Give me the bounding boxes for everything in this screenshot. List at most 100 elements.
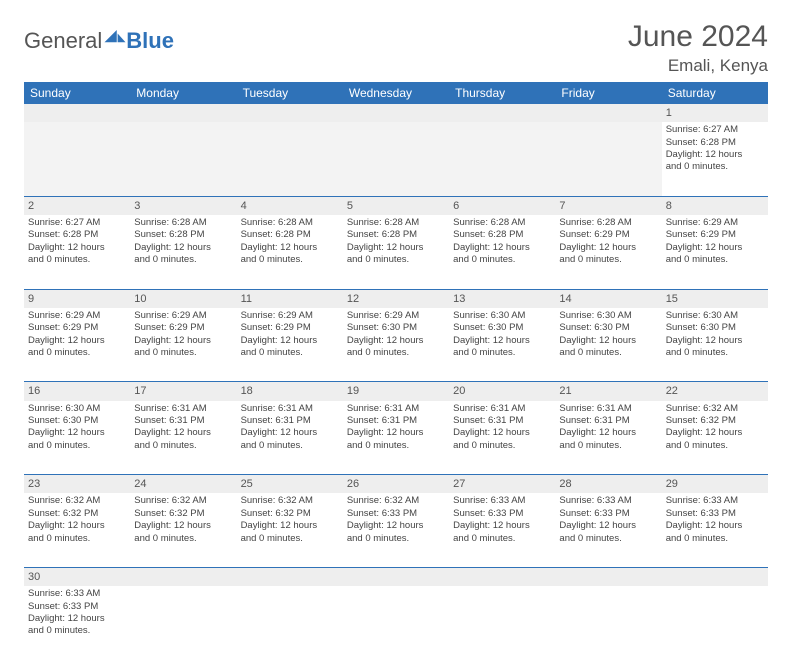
daylight-text: Daylight: 12 hours: [559, 427, 657, 439]
sunset-text: Sunset: 6:33 PM: [666, 508, 764, 520]
weekday-header: Monday: [130, 82, 236, 104]
daylight-text: Daylight: 12 hours: [559, 335, 657, 347]
day-number: [237, 567, 343, 586]
day-number: 17: [130, 382, 236, 401]
day-cell: [237, 122, 343, 196]
daylight-text2: and 0 minutes.: [241, 347, 339, 359]
day-number: 4: [237, 196, 343, 215]
daylight-text2: and 0 minutes.: [666, 347, 764, 359]
sunset-text: Sunset: 6:31 PM: [241, 415, 339, 427]
day-number: [555, 104, 661, 122]
sunset-text: Sunset: 6:31 PM: [453, 415, 551, 427]
brand-part1: General: [24, 28, 102, 54]
day-number: 28: [555, 475, 661, 494]
daylight-text: Daylight: 12 hours: [134, 242, 232, 254]
daylight-text: Daylight: 12 hours: [453, 427, 551, 439]
sunset-text: Sunset: 6:30 PM: [453, 322, 551, 334]
daylight-text: Daylight: 12 hours: [559, 242, 657, 254]
day-number: 11: [237, 289, 343, 308]
day-cell: Sunrise: 6:31 AMSunset: 6:31 PMDaylight:…: [237, 401, 343, 475]
day-cell: [662, 586, 768, 660]
week-row: Sunrise: 6:32 AMSunset: 6:32 PMDaylight:…: [24, 493, 768, 567]
daylight-text: Daylight: 12 hours: [28, 427, 126, 439]
day-cell: Sunrise: 6:31 AMSunset: 6:31 PMDaylight:…: [343, 401, 449, 475]
sunrise-text: Sunrise: 6:30 AM: [559, 310, 657, 322]
sunrise-text: Sunrise: 6:29 AM: [28, 310, 126, 322]
day-number: 5: [343, 196, 449, 215]
sunrise-text: Sunrise: 6:28 AM: [347, 217, 445, 229]
day-cell: [130, 122, 236, 196]
day-number: [343, 567, 449, 586]
week-row: Sunrise: 6:27 AMSunset: 6:28 PMDaylight:…: [24, 215, 768, 289]
sunrise-text: Sunrise: 6:31 AM: [241, 403, 339, 415]
daylight-text2: and 0 minutes.: [28, 347, 126, 359]
day-cell: Sunrise: 6:29 AMSunset: 6:30 PMDaylight:…: [343, 308, 449, 382]
sunrise-text: Sunrise: 6:32 AM: [241, 495, 339, 507]
daynum-row: 23242526272829: [24, 475, 768, 494]
day-cell: Sunrise: 6:32 AMSunset: 6:32 PMDaylight:…: [130, 493, 236, 567]
sunset-text: Sunset: 6:29 PM: [666, 229, 764, 241]
weekday-header: Tuesday: [237, 82, 343, 104]
daylight-text2: and 0 minutes.: [347, 440, 445, 452]
daylight-text: Daylight: 12 hours: [241, 427, 339, 439]
daylight-text2: and 0 minutes.: [241, 254, 339, 266]
day-number: [343, 104, 449, 122]
day-number: [555, 567, 661, 586]
day-cell: Sunrise: 6:31 AMSunset: 6:31 PMDaylight:…: [130, 401, 236, 475]
day-number: [130, 104, 236, 122]
day-cell: Sunrise: 6:33 AMSunset: 6:33 PMDaylight:…: [24, 586, 130, 660]
daylight-text: Daylight: 12 hours: [241, 335, 339, 347]
sunset-text: Sunset: 6:31 PM: [347, 415, 445, 427]
day-number: 8: [662, 196, 768, 215]
day-cell: Sunrise: 6:33 AMSunset: 6:33 PMDaylight:…: [555, 493, 661, 567]
sunset-text: Sunset: 6:28 PM: [666, 137, 764, 149]
title-block: June 2024 Emali, Kenya: [628, 20, 768, 76]
week-row: Sunrise: 6:30 AMSunset: 6:30 PMDaylight:…: [24, 401, 768, 475]
sunset-text: Sunset: 6:28 PM: [453, 229, 551, 241]
daylight-text2: and 0 minutes.: [453, 254, 551, 266]
week-row: Sunrise: 6:33 AMSunset: 6:33 PMDaylight:…: [24, 586, 768, 660]
day-cell: Sunrise: 6:28 AMSunset: 6:29 PMDaylight:…: [555, 215, 661, 289]
calendar-table: Sunday Monday Tuesday Wednesday Thursday…: [24, 82, 768, 660]
day-number: [237, 104, 343, 122]
sunrise-text: Sunrise: 6:33 AM: [559, 495, 657, 507]
day-number: 1: [662, 104, 768, 122]
brand-part2: Blue: [126, 28, 174, 54]
daylight-text2: and 0 minutes.: [347, 533, 445, 545]
daylight-text: Daylight: 12 hours: [28, 335, 126, 347]
weekday-header-row: Sunday Monday Tuesday Wednesday Thursday…: [24, 82, 768, 104]
day-number: 23: [24, 475, 130, 494]
day-number: [662, 567, 768, 586]
daylight-text: Daylight: 12 hours: [28, 242, 126, 254]
sunset-text: Sunset: 6:28 PM: [134, 229, 232, 241]
day-number: 30: [24, 567, 130, 586]
daynum-row: 1: [24, 104, 768, 122]
daylight-text: Daylight: 12 hours: [559, 520, 657, 532]
sunrise-text: Sunrise: 6:29 AM: [241, 310, 339, 322]
day-cell: [449, 586, 555, 660]
sunrise-text: Sunrise: 6:31 AM: [347, 403, 445, 415]
sunrise-text: Sunrise: 6:33 AM: [453, 495, 551, 507]
weekday-header: Wednesday: [343, 82, 449, 104]
sunrise-text: Sunrise: 6:28 AM: [134, 217, 232, 229]
sunrise-text: Sunrise: 6:27 AM: [28, 217, 126, 229]
sunrise-text: Sunrise: 6:30 AM: [666, 310, 764, 322]
day-number: 16: [24, 382, 130, 401]
daylight-text: Daylight: 12 hours: [28, 520, 126, 532]
sunset-text: Sunset: 6:32 PM: [241, 508, 339, 520]
daylight-text: Daylight: 12 hours: [347, 427, 445, 439]
day-cell: Sunrise: 6:30 AMSunset: 6:30 PMDaylight:…: [555, 308, 661, 382]
day-number: 6: [449, 196, 555, 215]
day-cell: [343, 122, 449, 196]
week-row: Sunrise: 6:29 AMSunset: 6:29 PMDaylight:…: [24, 308, 768, 382]
sunrise-text: Sunrise: 6:32 AM: [347, 495, 445, 507]
daylight-text: Daylight: 12 hours: [134, 520, 232, 532]
daylight-text: Daylight: 12 hours: [453, 242, 551, 254]
day-number: 20: [449, 382, 555, 401]
day-number: 19: [343, 382, 449, 401]
daylight-text: Daylight: 12 hours: [666, 427, 764, 439]
sunrise-text: Sunrise: 6:28 AM: [559, 217, 657, 229]
daynum-row: 16171819202122: [24, 382, 768, 401]
day-cell: [555, 122, 661, 196]
sunrise-text: Sunrise: 6:29 AM: [666, 217, 764, 229]
